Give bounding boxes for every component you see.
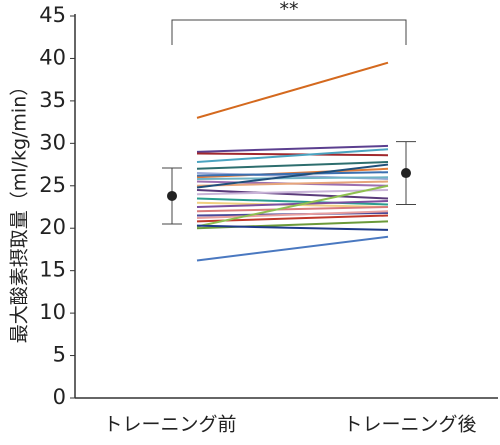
y-tick-label: 25 [39, 173, 66, 197]
x-tick-label: トレーニング後 [343, 414, 476, 436]
subject-line [196, 61, 389, 119]
subject-line [196, 184, 389, 228]
significance-bracket [171, 19, 407, 45]
subject-line [196, 189, 389, 200]
mean-point [401, 168, 411, 179]
subject-line [196, 180, 389, 187]
subject-line [196, 161, 389, 170]
y-tick-label: 15 [39, 258, 66, 282]
subject-line [196, 206, 389, 213]
subject-line [196, 152, 389, 157]
subject-line [196, 224, 389, 231]
y-tick-label: 45 [39, 3, 66, 27]
x-tick-label: トレーニング前 [103, 414, 236, 436]
y-tick-label: 5 [53, 343, 66, 367]
y-tick-label: 40 [39, 45, 66, 69]
subject-line [196, 163, 389, 189]
subject-line [196, 176, 389, 180]
subject-line [196, 148, 389, 164]
y-tick-label: 30 [39, 130, 66, 154]
mean-point [167, 190, 177, 201]
subject-line [196, 144, 389, 153]
y-axis-label: 最大酸素摂取量（ml/kg/min） [9, 77, 31, 343]
subject-line [196, 235, 389, 262]
subject-line [196, 171, 389, 177]
subject-line [196, 210, 389, 220]
subject-line [196, 200, 389, 208]
significance-label: ** [280, 0, 299, 21]
y-tick-label: 35 [39, 88, 66, 112]
y-tick-label: 20 [39, 215, 66, 239]
subject-line [196, 189, 389, 196]
y-tick-label: 0 [53, 385, 66, 409]
y-tick-label: 10 [39, 300, 66, 324]
subject-line [196, 197, 389, 206]
